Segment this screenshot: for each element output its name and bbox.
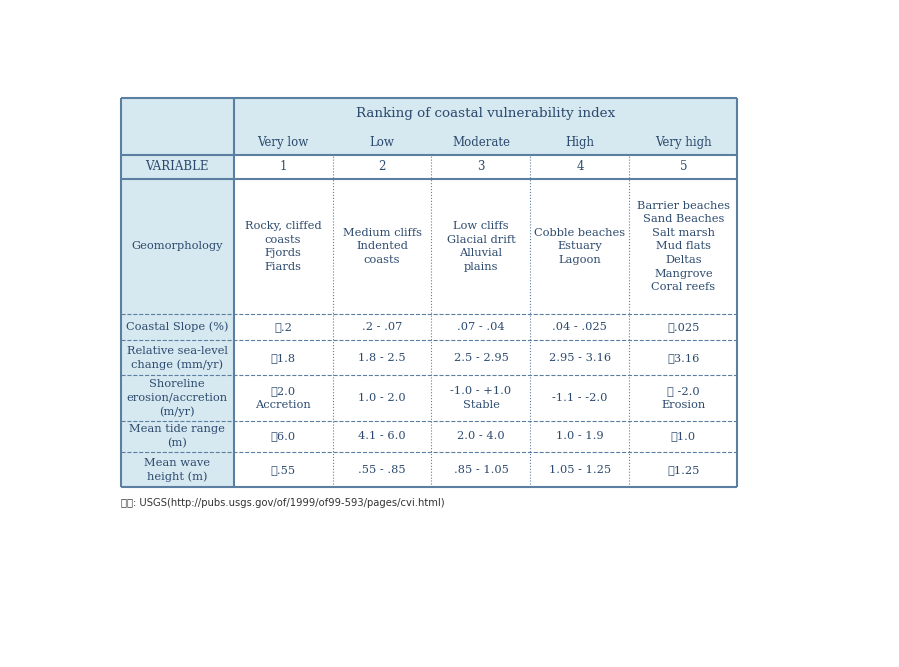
Bar — [120, 340, 234, 376]
Text: 2.0 - 4.0: 2.0 - 4.0 — [457, 432, 504, 442]
Bar — [234, 179, 333, 313]
Bar — [432, 340, 530, 376]
Text: 2.95 - 3.16: 2.95 - 3.16 — [548, 353, 611, 363]
Text: .55 - .85: .55 - .85 — [358, 465, 405, 475]
Text: Low: Low — [369, 135, 395, 149]
Text: Shoreline
erosion/accretion
(m/yr): Shoreline erosion/accretion (m/yr) — [127, 379, 227, 417]
Text: Medium cliffs
Indented
coasts: Medium cliffs Indented coasts — [343, 228, 422, 265]
Text: -1.0 - +1.0
Stable: -1.0 - +1.0 Stable — [450, 386, 512, 410]
Text: 〉6.0: 〉6.0 — [271, 432, 296, 442]
Text: 1: 1 — [280, 160, 287, 173]
Bar — [629, 155, 737, 179]
Text: Very low: Very low — [257, 135, 308, 149]
Bar — [629, 179, 737, 313]
Text: Coastal Slope (%): Coastal Slope (%) — [126, 321, 228, 332]
Bar — [530, 421, 629, 452]
Text: 4.1 - 6.0: 4.1 - 6.0 — [358, 432, 405, 442]
Text: 〉3.16: 〉3.16 — [667, 353, 699, 363]
Bar — [432, 421, 530, 452]
Text: Rocky, cliffed
coasts
Fjords
Fiards: Rocky, cliffed coasts Fjords Fiards — [245, 221, 321, 272]
Bar — [629, 130, 737, 155]
Bar — [120, 452, 234, 488]
Text: Ranking of coastal vulnerability index: Ranking of coastal vulnerability index — [356, 107, 615, 121]
Bar — [120, 155, 234, 179]
Text: Low cliffs
Glacial drift
Alluvial
plains: Low cliffs Glacial drift Alluvial plains — [447, 221, 515, 272]
Bar — [120, 376, 234, 421]
Text: .04 - .025: .04 - .025 — [553, 322, 608, 332]
Bar — [530, 130, 629, 155]
Bar — [530, 340, 629, 376]
Text: 1.0 - 2.0: 1.0 - 2.0 — [358, 393, 405, 403]
Text: Moderate: Moderate — [452, 135, 510, 149]
Bar — [120, 130, 234, 155]
Text: Mean wave
height (m): Mean wave height (m) — [144, 458, 210, 482]
Bar — [234, 452, 333, 488]
Text: Geomorphology: Geomorphology — [131, 241, 223, 251]
Bar — [333, 130, 432, 155]
Text: VARIABLE: VARIABLE — [146, 160, 209, 173]
Bar — [333, 155, 432, 179]
Bar — [629, 340, 737, 376]
Text: 1.8 - 2.5: 1.8 - 2.5 — [358, 353, 405, 363]
Bar — [120, 179, 234, 313]
Text: .07 - .04: .07 - .04 — [457, 322, 504, 332]
Bar — [234, 376, 333, 421]
Text: 2: 2 — [378, 160, 386, 173]
Bar — [333, 313, 432, 340]
Bar — [234, 340, 333, 376]
Bar — [629, 452, 737, 488]
Bar — [530, 376, 629, 421]
Text: 〈 -2.0
Erosion: 〈 -2.0 Erosion — [662, 386, 706, 410]
Text: Barrier beaches
Sand Beaches
Salt marsh
Mud flats
Deltas
Mangrove
Coral reefs: Barrier beaches Sand Beaches Salt marsh … — [636, 201, 730, 292]
Text: Relative sea-level
change (mm/yr): Relative sea-level change (mm/yr) — [127, 346, 227, 370]
Bar — [234, 130, 333, 155]
Bar — [530, 155, 629, 179]
Bar — [333, 179, 432, 313]
Bar — [432, 155, 530, 179]
Text: 〈.55: 〈.55 — [271, 465, 296, 475]
Bar — [530, 313, 629, 340]
Bar — [333, 340, 432, 376]
Text: 〈.025: 〈.025 — [667, 322, 699, 332]
Bar — [333, 452, 432, 488]
Text: 5: 5 — [680, 160, 687, 173]
Bar — [629, 421, 737, 452]
Bar — [234, 421, 333, 452]
Text: Very high: Very high — [655, 135, 712, 149]
Text: 〈1.8: 〈1.8 — [271, 353, 296, 363]
Text: High: High — [565, 135, 594, 149]
Bar — [120, 98, 234, 130]
Bar — [120, 313, 234, 340]
Bar — [432, 179, 530, 313]
Bar — [432, 452, 530, 488]
Text: 〉2.0
Accretion: 〉2.0 Accretion — [255, 386, 311, 410]
Bar — [234, 155, 333, 179]
Bar — [333, 376, 432, 421]
Text: .85 - 1.05: .85 - 1.05 — [453, 465, 508, 475]
Text: 〉.2: 〉.2 — [274, 322, 292, 332]
Bar — [629, 376, 737, 421]
Text: 1.0 - 1.9: 1.0 - 1.9 — [556, 432, 604, 442]
Text: -1.1 - -2.0: -1.1 - -2.0 — [552, 393, 608, 403]
Bar — [432, 313, 530, 340]
Bar — [120, 421, 234, 452]
Text: Mean tide range
(m): Mean tide range (m) — [129, 424, 225, 448]
Text: 〉1.25: 〉1.25 — [667, 465, 699, 475]
Bar — [432, 130, 530, 155]
Text: 3: 3 — [477, 160, 485, 173]
Text: 4: 4 — [576, 160, 583, 173]
Bar — [432, 376, 530, 421]
Bar — [530, 179, 629, 313]
Text: 자료: USGS(http://pubs.usgs.gov/of/1999/of99-593/pages/cvi.html): 자료: USGS(http://pubs.usgs.gov/of/1999/of… — [120, 498, 444, 508]
Text: 2.5 - 2.95: 2.5 - 2.95 — [453, 353, 508, 363]
Text: 〈1.0: 〈1.0 — [671, 432, 696, 442]
Bar — [333, 421, 432, 452]
Bar — [234, 313, 333, 340]
Text: Cobble beaches
Estuary
Lagoon: Cobble beaches Estuary Lagoon — [534, 228, 626, 265]
Bar — [530, 452, 629, 488]
Text: 1.05 - 1.25: 1.05 - 1.25 — [548, 465, 611, 475]
Bar — [629, 313, 737, 340]
Bar — [234, 98, 737, 130]
Text: .2 - .07: .2 - .07 — [361, 322, 402, 332]
